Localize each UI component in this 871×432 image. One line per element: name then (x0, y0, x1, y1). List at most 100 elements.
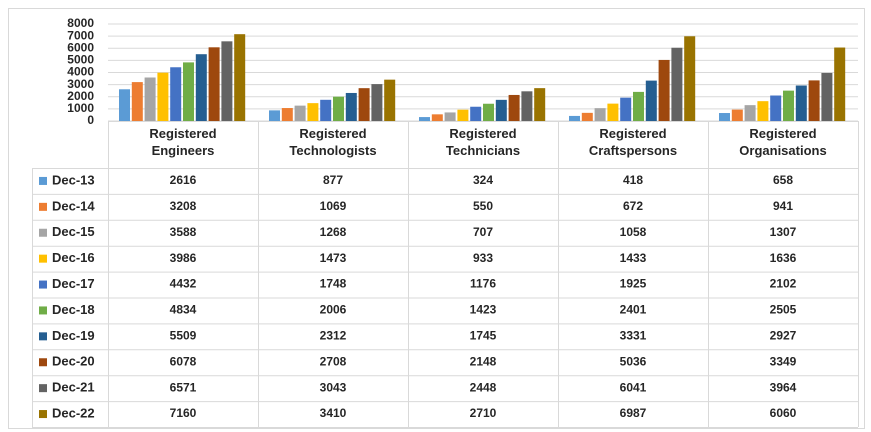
bar (633, 91, 644, 121)
y-tick-label: 8000 (67, 16, 94, 30)
bar (521, 91, 533, 121)
bar (684, 36, 696, 121)
category-label: Registered Craftspersons (589, 126, 677, 158)
table-value: 3349 (770, 354, 797, 368)
bar (371, 84, 383, 121)
legend-label: Dec-18 (52, 302, 95, 317)
bar (783, 90, 794, 121)
table-value: 2708 (320, 354, 347, 368)
legend-label: Dec-19 (52, 328, 95, 343)
bar (384, 79, 396, 121)
table-value: 3410 (320, 406, 347, 420)
y-tick-label: 5000 (67, 53, 94, 67)
table-value: 933 (473, 251, 493, 265)
bar (470, 106, 482, 121)
bar (607, 103, 619, 121)
table-value: 2710 (470, 406, 497, 420)
bar (195, 54, 207, 121)
bar (534, 88, 546, 121)
table-value: 3208 (170, 199, 197, 213)
table-value: 2616 (170, 173, 197, 187)
bar (119, 89, 130, 121)
legend-label: Dec-16 (52, 250, 95, 265)
table-value: 2148 (470, 354, 497, 368)
bar (671, 47, 683, 121)
legend-key (39, 280, 47, 289)
table-value: 1925 (620, 277, 647, 291)
table-value: 4834 (170, 303, 197, 317)
table-value: 1473 (320, 251, 347, 265)
legend-key (39, 254, 47, 263)
table-value: 1069 (320, 199, 347, 213)
bar (444, 112, 456, 121)
y-tick-label: 1000 (67, 101, 94, 115)
table-value: 1745 (470, 329, 497, 343)
bar (594, 108, 606, 121)
table-value: 1058 (620, 225, 647, 239)
table-value: 6571 (170, 380, 197, 394)
table-value: 2312 (320, 329, 347, 343)
table-value: 550 (473, 199, 493, 213)
table-value: 2401 (620, 303, 647, 317)
table-value: 7160 (170, 406, 197, 420)
table-value: 1636 (770, 251, 797, 265)
table-value: 1268 (320, 225, 347, 239)
bar (834, 47, 846, 121)
table-value: 3986 (170, 251, 197, 265)
bar (658, 59, 670, 121)
bar (795, 85, 807, 121)
bar (320, 99, 332, 121)
table-value: 6060 (770, 406, 797, 420)
table-value: 658 (773, 173, 793, 187)
bar (131, 82, 143, 121)
table-value: 1433 (620, 251, 647, 265)
category-label: Registered Organisations (739, 126, 826, 158)
legend-label: Dec-20 (52, 354, 95, 369)
bar (821, 72, 833, 121)
bar (457, 109, 469, 121)
bar (294, 105, 306, 121)
bar (620, 97, 632, 121)
bar (645, 80, 657, 121)
table-value: 3331 (620, 329, 647, 343)
table-value: 6041 (620, 380, 647, 394)
table-value: 941 (773, 199, 793, 213)
table-value: 5509 (170, 329, 197, 343)
bar (757, 101, 769, 121)
legend-key (39, 358, 47, 367)
legend-key (39, 306, 47, 315)
table-value: 3043 (320, 380, 347, 394)
legend-label: Dec-15 (52, 224, 95, 239)
table-value: 877 (323, 173, 343, 187)
bar (744, 105, 756, 121)
category-label: Registered Engineers (149, 126, 216, 158)
bar (431, 114, 443, 121)
bar (221, 41, 233, 121)
legend-key (39, 410, 47, 419)
bar (581, 112, 593, 121)
table-value: 1307 (770, 225, 797, 239)
bar (483, 103, 494, 121)
table-value: 6078 (170, 354, 197, 368)
legend-key (39, 176, 47, 185)
legend-key (39, 332, 47, 341)
bar (269, 110, 280, 121)
bar (234, 34, 246, 122)
table-value: 3964 (770, 380, 797, 394)
legend-label: Dec-22 (52, 405, 95, 420)
bar (144, 77, 156, 121)
bar (508, 94, 520, 121)
legend-label: Dec-21 (52, 380, 95, 395)
bar (719, 113, 730, 121)
bar (358, 88, 370, 121)
legend-label: Dec-17 (52, 276, 95, 291)
table-value: 672 (623, 199, 643, 213)
y-tick-label: 3000 (67, 77, 94, 91)
table-value: 1423 (470, 303, 497, 317)
bar (808, 80, 820, 121)
y-tick-label: 6000 (67, 40, 94, 54)
bar (157, 72, 169, 121)
table-value: 418 (623, 173, 643, 187)
bar (183, 62, 194, 121)
